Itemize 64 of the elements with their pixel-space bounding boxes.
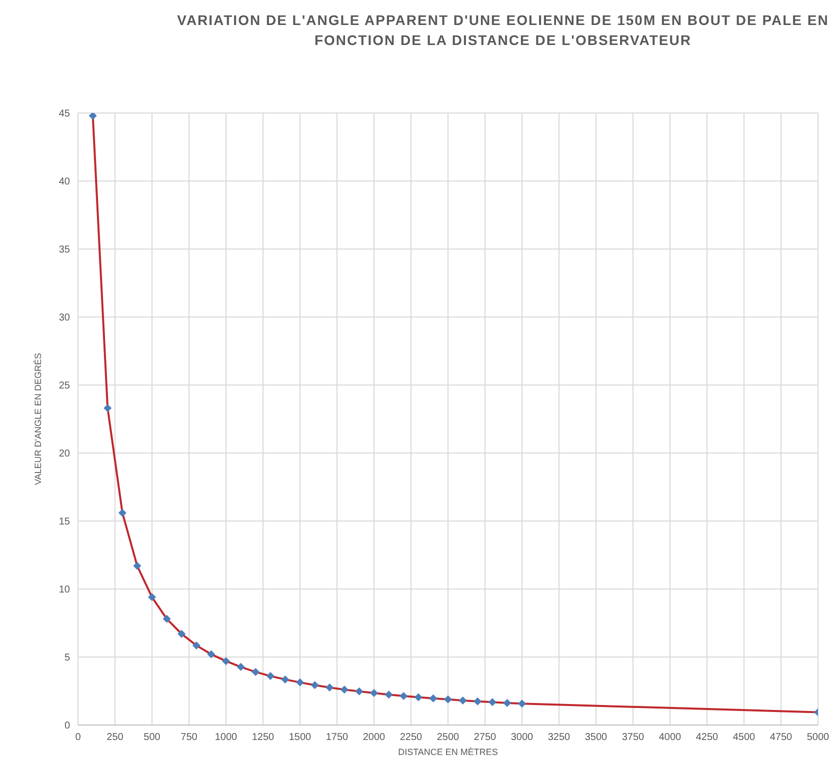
point [518, 700, 526, 708]
x-tick-label: 1750 [326, 732, 349, 744]
point [104, 404, 112, 412]
x-tick-label: 4500 [732, 732, 756, 744]
x-tick-label: 1500 [288, 732, 312, 744]
x-tick-label: 4750 [770, 732, 793, 744]
y-tick-label: 5 [64, 652, 70, 664]
point [370, 689, 378, 698]
x-tick-label: 0 [75, 732, 82, 744]
y-tick-label: 30 [58, 312, 70, 324]
point [178, 630, 186, 638]
y-axis-title: VALEUR D'ANGLE EN DEGRÉS [33, 352, 44, 486]
point [252, 668, 260, 676]
y-tick-label: 20 [58, 448, 70, 460]
point [207, 650, 216, 658]
chart-title: VARIATION DE L'ANGLE APPARENT D'UNE EOLIENNE DE 150M EN BOUT DE PALE EN FONCTION DE LA DISTANCE DE L'OBSERVATEUR [176, 11, 830, 50]
x-tick-label: 750 [180, 732, 198, 744]
point [296, 678, 304, 686]
point [222, 657, 230, 666]
x-tick-label: 1250 [252, 732, 275, 744]
point [148, 593, 156, 602]
point [355, 687, 364, 696]
y-tick-label: 25 [58, 380, 70, 392]
x-tick-label: 3000 [510, 732, 534, 744]
y-tick-label: 45 [58, 108, 70, 120]
x-tick-label: 2250 [400, 732, 423, 744]
x-tick-label: 2750 [474, 732, 497, 744]
point [488, 698, 496, 706]
point [192, 641, 200, 650]
point [444, 695, 452, 704]
point [384, 690, 393, 699]
x-tick-label: 500 [144, 732, 161, 744]
point [266, 672, 274, 680]
point [429, 694, 438, 702]
x-tick-label: 3500 [584, 732, 608, 744]
x-tick-label: 1000 [214, 732, 238, 744]
point [326, 683, 334, 692]
point [133, 562, 142, 570]
x-axis-title: DISTANCE EN MÈTRES [398, 747, 498, 757]
y-tick-label: 0 [64, 720, 70, 732]
point [474, 697, 482, 706]
y-tick-label: 10 [58, 584, 70, 596]
point [236, 662, 245, 671]
point [310, 681, 319, 690]
x-tick-label: 2000 [362, 732, 386, 744]
x-tick-label: 2500 [436, 732, 460, 744]
point [162, 614, 171, 623]
y-tick-label: 35 [58, 244, 70, 256]
x-tick-label: 4000 [658, 732, 682, 744]
point [340, 686, 348, 694]
point [400, 692, 408, 700]
point [88, 113, 97, 120]
point [458, 696, 467, 705]
x-tick-label: 3750 [622, 732, 645, 744]
x-tick-label: 5000 [806, 732, 830, 744]
y-tick-label: 15 [58, 516, 70, 528]
x-tick-label: 250 [106, 732, 124, 744]
point [414, 693, 422, 702]
x-tick-label: 4250 [696, 732, 719, 744]
x-tick-label: 3250 [548, 732, 571, 744]
y-tick-label: 40 [58, 176, 70, 188]
point [118, 508, 126, 517]
point [503, 698, 512, 707]
point [281, 675, 290, 684]
